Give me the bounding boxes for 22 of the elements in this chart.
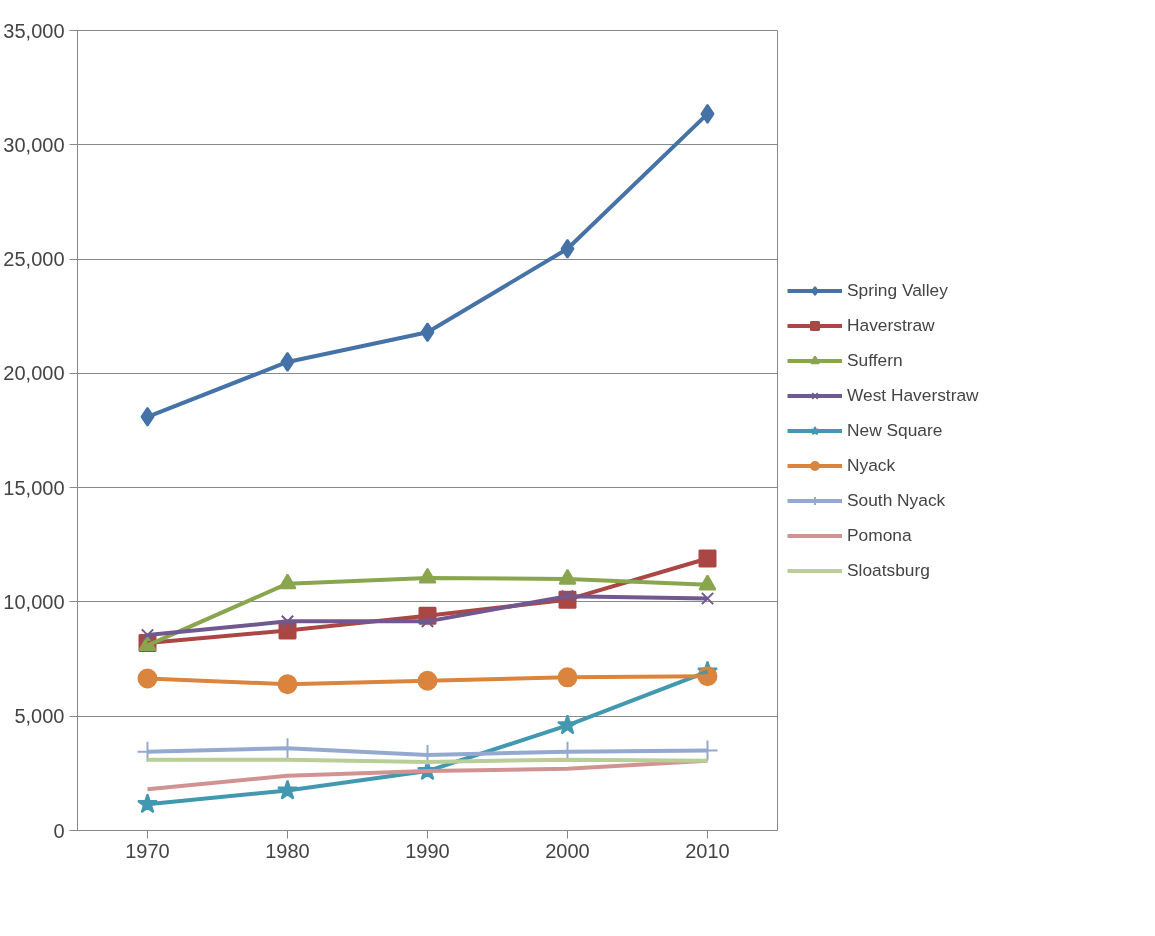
y-tick-label: 25,000 xyxy=(3,248,65,271)
y-tick-label: 30,000 xyxy=(3,133,65,156)
x-tick-label: 2000 xyxy=(545,839,590,862)
legend-label: Suffern xyxy=(847,349,903,371)
legend-label: New Square xyxy=(847,419,943,441)
legend-label: Sloatsburg xyxy=(847,559,930,581)
legend-label: West Haverstraw xyxy=(847,384,979,406)
legend-label: Haverstraw xyxy=(847,314,935,336)
x-tick-label: 1990 xyxy=(405,839,450,862)
y-tick-label: 5,000 xyxy=(14,705,65,728)
y-tick-label: 10,000 xyxy=(3,590,65,613)
legend-label: Spring Valley xyxy=(847,279,948,301)
legend-label: South Nyack xyxy=(847,489,946,511)
x-tick-label: 1980 xyxy=(265,839,310,862)
y-tick-label: 0 xyxy=(53,819,65,842)
x-tick-label: 1970 xyxy=(125,839,170,862)
y-tick-label: 20,000 xyxy=(3,362,65,385)
y-tick-label: 15,000 xyxy=(3,476,65,499)
x-tick-label: 2010 xyxy=(685,839,730,862)
y-tick-label: 35,000 xyxy=(3,19,65,42)
legend-label: Pomona xyxy=(847,524,912,546)
legend-label: Nyack xyxy=(847,454,896,476)
